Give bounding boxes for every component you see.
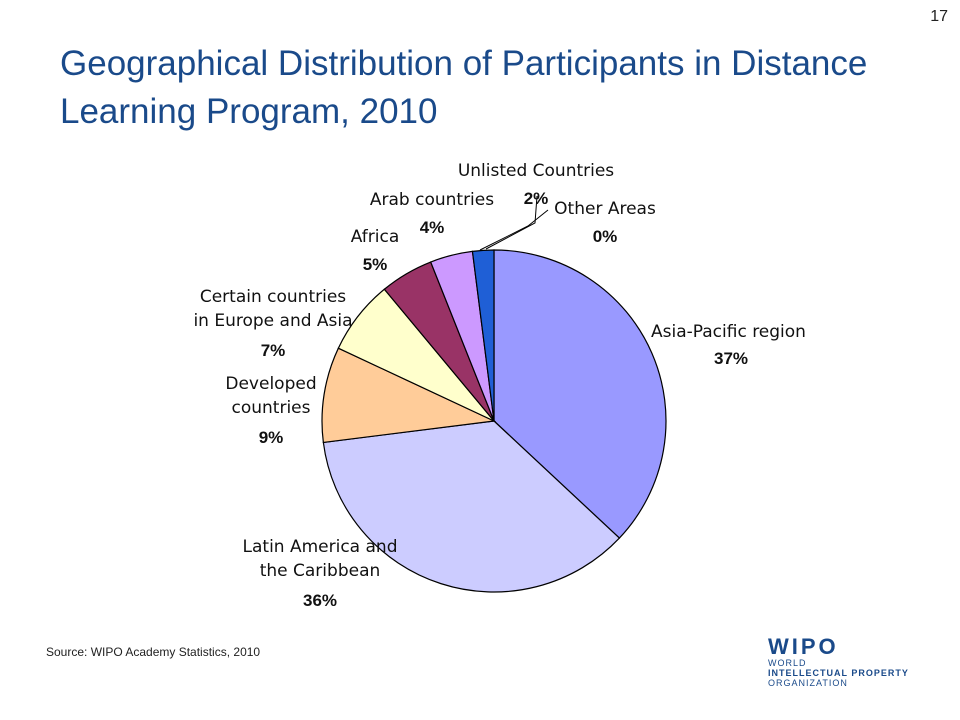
- pie-slice-latin-america-and-the-caribbean: [322, 420, 621, 593]
- slice-label-asia-pacific-region: Asia-Pacific region: [651, 322, 806, 342]
- slice-pct-other-areas: 0%: [593, 227, 618, 246]
- pie-slices: [321, 249, 667, 593]
- slice-pct-africa: 5%: [363, 255, 388, 274]
- slice-label-africa: Africa: [351, 227, 400, 247]
- slice-label-certain-countries-in-europe-and-asia-line-1: Certain countries: [200, 287, 346, 307]
- logo-line-1: WORLD: [768, 658, 807, 668]
- slice-label-arab-countries: Arab countries: [370, 190, 494, 210]
- slice-label-unlisted-countries: Unlisted Countries: [458, 161, 614, 181]
- slice-label-latin-america-and-the-caribbean-line-2: the Caribbean: [260, 561, 381, 581]
- slice-label-latin-america-and-the-caribbean-line-1: Latin America and: [243, 537, 398, 557]
- logo-line-2: INTELLECTUAL PROPERTY: [768, 668, 909, 678]
- slice-label-developed-countries-line-2: countries: [232, 398, 311, 418]
- slice-labels: Asia-Pacific region 37% Latin America and t…: [193, 161, 806, 610]
- slide-title: Geographical Distribution of Participant…: [60, 44, 868, 131]
- slide-number: 17: [930, 8, 948, 25]
- slice-label-other-areas: Other Areas: [554, 199, 656, 219]
- leader-line-2: [485, 195, 538, 250]
- logo-wordmark: WIPO: [768, 634, 839, 659]
- source-note: Source: WIPO Academy Statistics, 2010: [46, 645, 261, 659]
- slice-pct-asia-pacific-region: 37%: [714, 349, 748, 368]
- leader-line-1: [479, 209, 549, 251]
- slice-pct-unlisted-countries: 2%: [524, 189, 549, 208]
- pie-slice-developed-countries: [321, 347, 497, 444]
- slice-pct-developed-countries: 9%: [259, 428, 284, 447]
- logo-line-3: ORGANIZATION: [768, 678, 848, 688]
- slice-pct-latin-america-and-the-caribbean: 36%: [303, 591, 337, 610]
- pie-slice-unlisted-countries: [471, 249, 495, 422]
- slice-pct-arab-countries: 4%: [420, 218, 445, 237]
- wipo-logo: WIPO WORLD INTELLECTUAL PROPERTY ORGANIZ…: [768, 634, 909, 689]
- pie-slice-asia-pacific-region: [493, 249, 667, 539]
- slice-label-developed-countries-line-1: Developed: [225, 374, 316, 394]
- slice-pct-certain-countries-in-europe-and-asia: 7%: [261, 341, 286, 360]
- slice-label-certain-countries-in-europe-and-asia-line-2: in Europe and Asia: [193, 311, 352, 331]
- leader-lines: [479, 195, 549, 251]
